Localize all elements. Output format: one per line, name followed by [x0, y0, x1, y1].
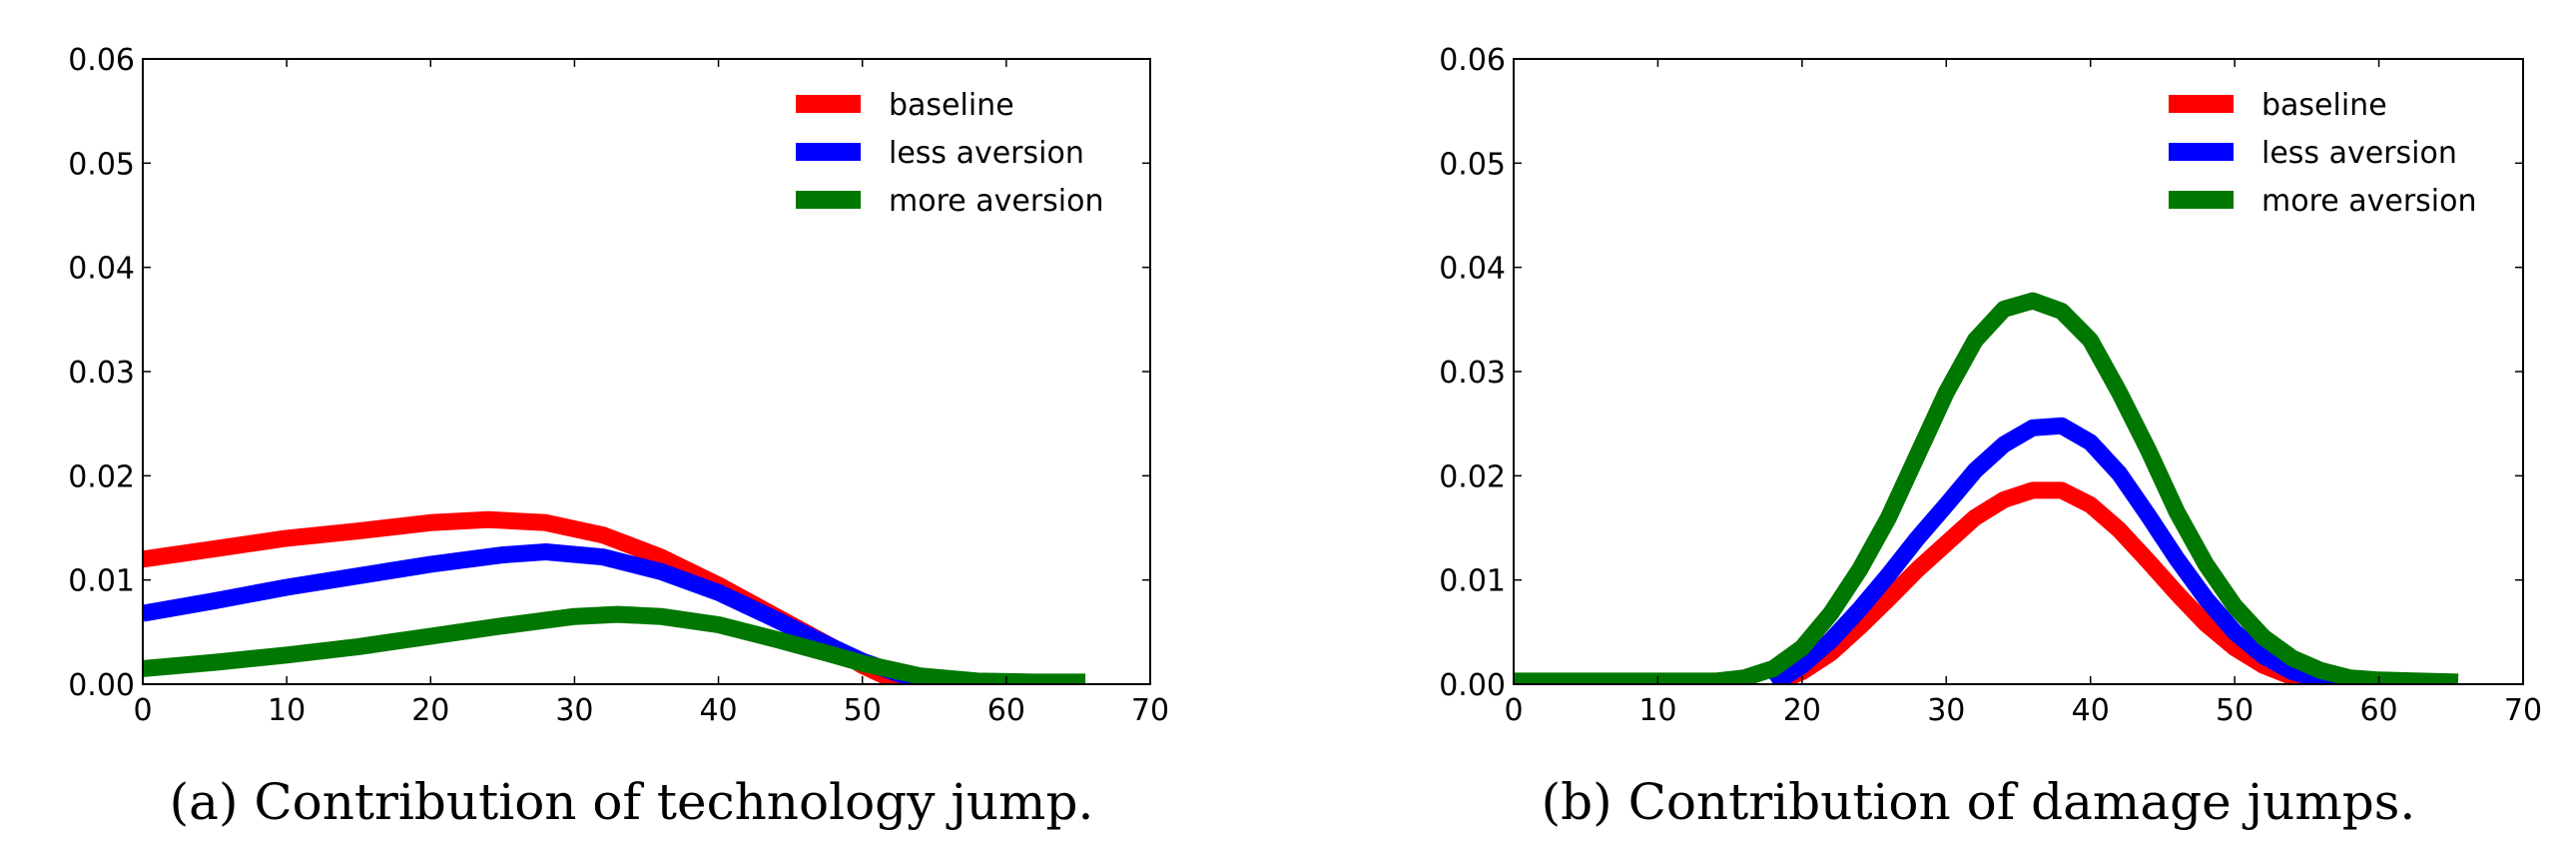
- legend-swatch: [2169, 143, 2234, 161]
- y-tick-label: 0.02: [1439, 459, 1506, 494]
- x-tick-label: 10: [268, 693, 306, 728]
- x-tick-label: 70: [2504, 693, 2542, 728]
- x-tick-label: 40: [699, 693, 737, 728]
- x-tick-label: 20: [411, 693, 449, 728]
- y-tick-label: 0.03: [1439, 356, 1506, 391]
- legend: baseline less aversion more aversion: [2169, 88, 2477, 219]
- y-tick-label: 0.04: [68, 252, 135, 287]
- legend-swatch: [2169, 95, 2234, 113]
- y-tick-label: 0.01: [68, 564, 135, 599]
- legend-label: baseline: [889, 88, 1014, 123]
- y-tick-label: 0.04: [1439, 252, 1506, 287]
- legend-swatch: [796, 95, 861, 113]
- x-tick-label: 50: [844, 693, 882, 728]
- y-tick-label: 0.00: [68, 668, 135, 703]
- legend-label: less aversion: [889, 136, 1084, 171]
- legend-swatch: [2169, 191, 2234, 209]
- x-tick-label: 0: [133, 693, 152, 728]
- legend: baseline less aversion more aversion: [796, 88, 1104, 219]
- x-tick-label: 70: [1131, 693, 1169, 728]
- y-tick-label: 0.01: [1439, 564, 1506, 599]
- legend-label: baseline: [2261, 88, 2387, 123]
- x-tick-label: 30: [1927, 693, 1965, 728]
- series-line-more-aversion: [143, 605, 1086, 684]
- figure-caption: (a) Contribution of technology jump.: [170, 773, 1094, 831]
- x-tick-label: 40: [2072, 693, 2110, 728]
- x-tick-label: 20: [1783, 693, 1821, 728]
- legend-label: more aversion: [2261, 184, 2477, 219]
- y-tick-label: 0.06: [1439, 43, 1506, 78]
- legend-label: less aversion: [2261, 136, 2457, 171]
- chart-panel-a: 0 10 20 30 40 50 60 70 0.00 0.01 0.02 0.03 0.04 0.05 0…: [68, 43, 1169, 831]
- legend-swatch: [796, 143, 861, 161]
- y-tick-label: 0.05: [1439, 147, 1506, 182]
- y-tick-label: 0.03: [68, 356, 135, 391]
- y-tick-label: 0.06: [68, 43, 135, 78]
- x-tick-label: 50: [2216, 693, 2254, 728]
- x-tick-label: 30: [555, 693, 593, 728]
- series-line-more-aversion: [1514, 292, 2459, 684]
- series-line-less-aversion: [1768, 417, 2351, 684]
- y-tick-label: 0.00: [1439, 668, 1506, 703]
- y-tick-label: 0.02: [68, 459, 135, 494]
- figure-caption: (b) Contribution of damage jumps.: [1542, 773, 2416, 831]
- x-tick-label: 60: [987, 693, 1025, 728]
- legend-label: more aversion: [889, 184, 1104, 219]
- chart-panel-b: 0 10 20 30 40 50 60 70 0.00 0.01 0.02 0.03 0.04 0.05 0…: [1439, 43, 2542, 831]
- legend-swatch: [796, 191, 861, 209]
- x-tick-label: 0: [1504, 693, 1523, 728]
- x-tick-label: 10: [1638, 693, 1676, 728]
- x-tick-label: 60: [2359, 693, 2397, 728]
- series-line-baseline: [1769, 481, 2336, 684]
- y-tick-label: 0.05: [68, 147, 135, 182]
